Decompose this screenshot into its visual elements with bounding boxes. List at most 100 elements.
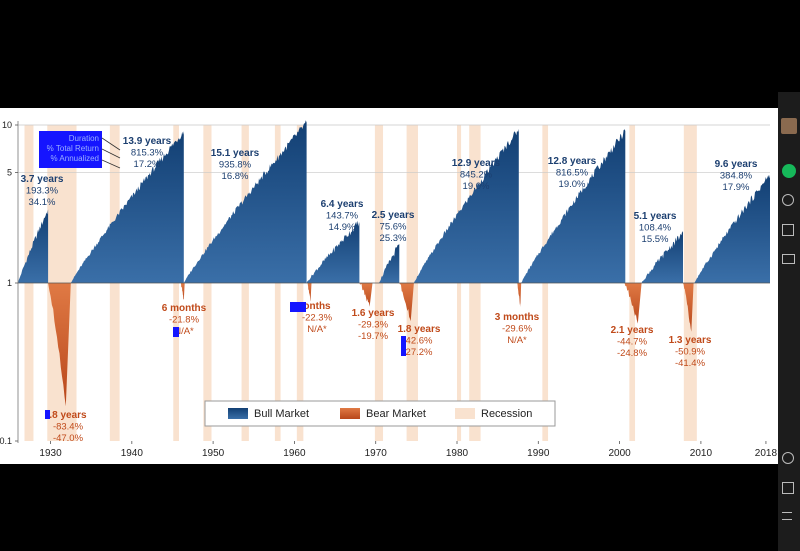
bear-label-total: -83.4% (53, 422, 84, 433)
bull-label-duration: 15.1 years (211, 148, 260, 159)
gridlines (18, 124, 770, 173)
bear-market-area (399, 283, 414, 322)
chart-frame: 10 5 1 0.1 1930 1940 1950 1960 1970 1980 1990 2000 2… (0, 108, 778, 464)
bull-label-duration: 13.9 years (123, 136, 172, 147)
legend-label-bear: Bear Market (366, 408, 426, 420)
bull-label-total: 384.8% (720, 171, 753, 182)
bull-label-duration: 12.9 years (452, 158, 501, 169)
bull-label-total: 75.6% (380, 222, 407, 233)
bear-market-area (517, 283, 522, 308)
avatar[interactable] (781, 118, 797, 134)
bull-label-annualized: 17.9% (723, 182, 750, 193)
bear-label-duration: 1.3 years (669, 335, 712, 346)
bull-label-annualized: 16.8% (222, 171, 249, 182)
bull-market-area (521, 129, 626, 283)
bear-market-area (307, 283, 312, 302)
redaction-marks (45, 302, 406, 419)
x-tick-label: 1950 (202, 448, 225, 459)
bear-market-area (359, 283, 373, 307)
y-tick-label: 1 (7, 278, 12, 288)
callout-line-annualized: % Annualized (51, 154, 99, 163)
bull-label-total: 193.3% (26, 186, 59, 197)
bear-label-total: -50.9% (675, 347, 706, 358)
bear-label-duration: .8 years (49, 410, 87, 421)
x-tick-label: 2010 (690, 448, 713, 459)
x-tick-label: 1980 (446, 448, 469, 459)
bear-label-annualized: -41.4% (675, 358, 706, 369)
callout-leader-3 (101, 159, 121, 169)
bear-label-duration: 2.1 years (611, 325, 654, 336)
callout-leader-2 (101, 148, 121, 159)
bull-label-total: 816.5% (556, 168, 589, 179)
legend-box (204, 400, 556, 427)
bull-label-annualized: 34.1% (29, 197, 56, 208)
x-tick-label: 1960 (283, 448, 306, 459)
bull-label-annualized: 15.5% (642, 234, 669, 245)
menu-icon[interactable] (782, 512, 792, 520)
bull-label-duration: 2.5 years (372, 210, 415, 221)
bear-label-total: -21.8% (169, 315, 200, 326)
contacts-icon[interactable] (782, 194, 794, 206)
bull-label-annualized: 17.2% (134, 159, 161, 170)
chat-icon[interactable] (782, 164, 796, 178)
x-tick-label: 1930 (39, 448, 62, 459)
y-tick-label: 0.1 (0, 436, 12, 446)
bear-label-annualized: -19.7% (358, 331, 389, 342)
bear-label-total: -22.3% (302, 313, 333, 324)
refresh-icon[interactable] (782, 452, 794, 464)
bull-label-total: 143.7% (326, 211, 359, 222)
bear-label-total: -29.6% (502, 324, 533, 335)
bull-label-duration: 12.8 years (548, 156, 597, 167)
bull-label-duration: 3.7 years (21, 174, 64, 185)
legend-swatch-recession (455, 408, 475, 419)
callout-line-total: % Total Return (47, 144, 99, 153)
folder-icon[interactable] (782, 254, 795, 264)
legend-swatch-bear (340, 408, 360, 419)
market-areas (18, 120, 770, 407)
right-sidebar (778, 92, 800, 551)
redaction-mark (401, 336, 406, 356)
bear-label-total: 42.6% (406, 336, 433, 347)
callout-box (39, 131, 102, 168)
bear-label-duration: 1.6 years (352, 308, 395, 319)
bear-label-annualized: N/A* (307, 324, 327, 335)
bull-label-total: 815.3% (131, 148, 164, 159)
bear-label-duration: 3 months (495, 312, 540, 323)
bull-market-area (183, 120, 307, 283)
callout-leader-1 (101, 137, 121, 151)
bear-label-annualized: -47.0% (53, 433, 84, 444)
bear-label-total: -44.7% (617, 337, 648, 348)
x-tick-label: 2018 (755, 448, 778, 459)
bull-bear-market-chart: 10 5 1 0.1 1930 1940 1950 1960 1970 1980 1990 2000 2… (0, 120, 778, 459)
bear-market-area (48, 283, 71, 407)
x-tick-label: 1970 (365, 448, 388, 459)
bear-label-total: -29.3% (358, 320, 389, 331)
x-tick-label: 2000 (608, 448, 631, 459)
x-tick-label: 1940 (121, 448, 144, 459)
bear-market-area (624, 283, 642, 324)
y-tick-label: 10 (2, 120, 12, 130)
bull-market-area (306, 220, 360, 283)
redaction-mark (173, 327, 179, 337)
bull-label-duration: 5.1 years (634, 211, 677, 222)
bull-market-area (413, 128, 519, 283)
bear-label-duration: 6 months (162, 303, 207, 314)
cube-icon[interactable] (782, 224, 794, 236)
bear-label-annualized: -24.8% (617, 348, 648, 359)
callout: Duration % Total Return % Annualized (39, 131, 121, 169)
bear-label-annualized: N/A* (174, 326, 194, 337)
y-tick-label: 5 (7, 168, 12, 178)
legend-label-recession: Recession (481, 408, 532, 420)
callout-line-duration: Duration (69, 134, 99, 143)
legend-swatch-bull (228, 408, 248, 419)
redaction-mark (290, 302, 306, 312)
bull-market-area (379, 244, 400, 283)
bull-market-area (70, 131, 184, 283)
bull-label-total: 845.2% (460, 170, 493, 181)
bear-label-annualized: 27.2% (406, 347, 433, 358)
window-icon[interactable] (782, 482, 794, 494)
bull-label-annualized: 14.9% (329, 222, 356, 233)
bull-label-annualized: 25.3% (380, 233, 407, 244)
bull-label-total: 108.4% (639, 223, 672, 234)
